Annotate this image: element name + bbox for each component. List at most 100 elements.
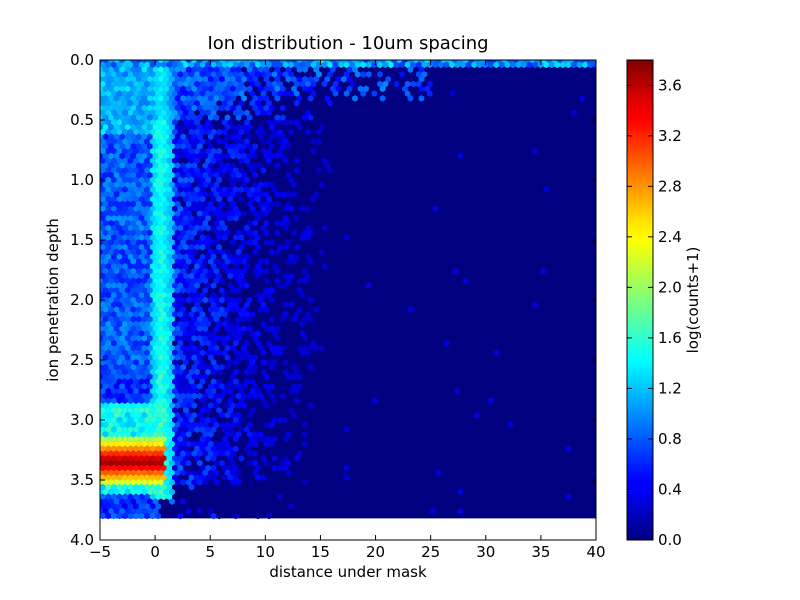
hex-cell [202, 239, 209, 246]
hex-cell [202, 267, 209, 275]
hex-cell [152, 210, 159, 217]
hex-cell [158, 66, 164, 73]
hex-cell [216, 186, 222, 193]
hex-cell [252, 459, 258, 467]
hex-cell [199, 138, 206, 145]
hex-cell [105, 138, 112, 145]
hex-cell [158, 133, 164, 141]
hex-cell [219, 66, 225, 73]
hex-cell [100, 138, 106, 145]
hex-cell [113, 66, 120, 73]
hex-cell [224, 325, 231, 333]
hex-cell [163, 210, 170, 217]
hex-cell [160, 330, 167, 337]
hex-cell [188, 128, 195, 136]
hex-cell [235, 152, 242, 160]
hex-cell [163, 133, 170, 141]
hex-cell [180, 258, 186, 265]
hex-cell [216, 224, 222, 232]
hex-cell [540, 60, 547, 64]
hex-cell [235, 296, 242, 304]
hex-cell [152, 229, 159, 237]
hex-cell [266, 339, 272, 347]
hex-cell [155, 215, 161, 222]
hex-cell [119, 373, 125, 381]
hex-cell [271, 80, 278, 88]
hex-cell [138, 263, 145, 270]
hex-cell [313, 306, 319, 313]
hex-cell [124, 296, 131, 304]
hex-cell [172, 320, 178, 328]
hex-cell [260, 359, 267, 366]
hex-cell [144, 224, 150, 232]
hex-cell [113, 383, 120, 390]
hex-cell [293, 90, 300, 97]
hex-cell [282, 368, 289, 376]
hex-cell [113, 354, 120, 361]
hex-cell [196, 421, 203, 429]
hex-cell [238, 349, 245, 357]
hex-cell [108, 479, 114, 486]
hex-cell [155, 195, 161, 203]
hex-cell [138, 80, 145, 88]
hex-cell [221, 426, 228, 433]
hex-cell [105, 167, 112, 174]
hex-cell [213, 392, 220, 400]
hex-cell [174, 325, 181, 333]
hex-cell [100, 63, 101, 67]
hex-cell [282, 119, 289, 126]
hex-cell [274, 60, 281, 64]
hex-cell [584, 60, 591, 64]
hex-cell [122, 493, 128, 501]
hex-cell [149, 339, 156, 347]
hex-cell [100, 303, 101, 307]
hex-cell [144, 109, 150, 117]
hex-cell [271, 330, 278, 337]
hex-cell [136, 75, 142, 83]
hex-cell [244, 128, 250, 136]
hex-cell [160, 493, 167, 501]
hex-cell [160, 301, 167, 309]
hex-cell [122, 378, 128, 385]
hex-cell [263, 200, 270, 208]
hex-cell [518, 60, 525, 64]
hex-cell [108, 66, 114, 73]
chart-title: Ion distribution - 10um spacing [207, 33, 488, 54]
hex-cell [169, 277, 175, 285]
hex-cell [210, 90, 217, 97]
hex-cell [191, 325, 198, 333]
hex-cell [102, 258, 109, 265]
hex-cell [133, 320, 139, 328]
hex-cell [138, 378, 145, 385]
hex-cell [269, 296, 275, 304]
hex-cell [415, 71, 422, 78]
hex-cell [130, 287, 137, 294]
hex-cell [158, 287, 164, 294]
hex-cell [130, 354, 137, 361]
hex-cell [188, 147, 195, 155]
hex-cell [100, 301, 106, 309]
hex-cell [124, 421, 131, 429]
hex-cell [307, 85, 314, 93]
hex-cell [246, 450, 253, 457]
hex-cell [196, 392, 203, 400]
hex-cell [100, 344, 103, 352]
hex-cell [241, 181, 247, 189]
hex-cell [169, 75, 175, 83]
hex-cell [188, 119, 195, 126]
hex-cell [149, 99, 156, 107]
hex-cell [241, 354, 247, 361]
hex-cell [227, 80, 234, 88]
hex-cell [177, 71, 184, 78]
hex-cell [191, 60, 198, 64]
hex-cell [108, 392, 114, 400]
hex-cell [180, 450, 186, 457]
hex-cell [136, 315, 142, 323]
hex-cell [210, 205, 217, 213]
hex-cell [102, 171, 109, 179]
hex-cell [305, 253, 311, 261]
hex-cell [227, 176, 234, 184]
hex-cell [246, 411, 253, 419]
hex-cell [185, 200, 192, 208]
hex-cell [138, 138, 145, 145]
